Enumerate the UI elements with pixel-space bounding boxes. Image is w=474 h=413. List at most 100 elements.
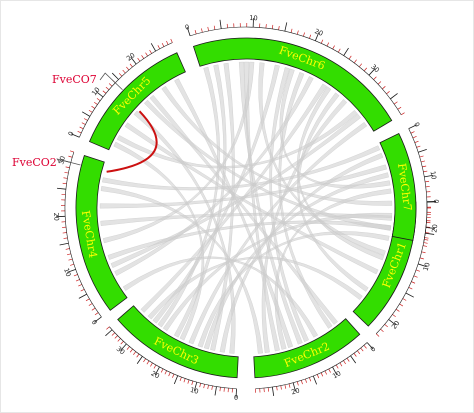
tick-label: 0 — [184, 23, 190, 32]
minor-tick — [68, 155, 73, 158]
background-link — [219, 152, 384, 353]
minor-tick — [105, 86, 110, 91]
minor-tick — [62, 182, 67, 185]
minor-tick — [68, 258, 73, 261]
tick-label: 10 — [331, 369, 342, 380]
chromosome-band — [88, 52, 186, 151]
minor-tick — [421, 251, 426, 254]
major-tick — [81, 111, 91, 117]
minor-tick — [117, 338, 121, 342]
major-tick — [332, 366, 338, 376]
minor-tick — [66, 253, 71, 256]
gene-fveco2: FveCO2 — [12, 156, 81, 169]
chromosome-band — [117, 305, 239, 379]
minor-tick — [102, 90, 107, 94]
minor-tick — [65, 166, 70, 169]
minor-tick — [133, 351, 137, 355]
background-link — [244, 61, 280, 352]
minor-tick — [271, 24, 274, 29]
minor-tick — [79, 126, 84, 130]
minor-tick — [183, 378, 186, 383]
minor-tick — [309, 377, 312, 382]
tick-baseline — [109, 326, 237, 390]
minor-tick — [399, 303, 404, 307]
minor-tick — [411, 281, 416, 284]
minor-tick — [91, 105, 96, 109]
minor-tick — [397, 106, 402, 110]
chromosome-band — [192, 37, 393, 132]
minor-tick — [382, 86, 386, 90]
minor-tick — [207, 385, 209, 390]
major-tick — [314, 32, 320, 41]
minor-tick — [141, 55, 145, 59]
minor-tick — [129, 348, 133, 353]
gene-pointer — [56, 158, 81, 166]
background-link — [102, 145, 381, 191]
minor-tick — [413, 275, 418, 278]
major-tick — [105, 329, 113, 337]
minor-tick — [423, 170, 428, 173]
minor-tick — [375, 333, 380, 337]
minor-tick — [111, 332, 116, 336]
minor-tick — [88, 109, 93, 113]
minor-tick — [337, 48, 341, 53]
minor-tick — [94, 312, 99, 316]
minor-tick — [377, 81, 382, 85]
minor-tick — [360, 347, 364, 352]
major-tick — [130, 56, 137, 65]
tick-label: 20 — [390, 319, 401, 331]
minor-tick — [303, 32, 305, 37]
minor-tick — [199, 383, 202, 388]
minor-tick — [207, 26, 209, 31]
minor-tick — [118, 73, 123, 77]
minor-tick — [166, 40, 169, 45]
minor-tick — [296, 30, 299, 35]
minor-tick — [424, 239, 429, 241]
minor-tick — [85, 298, 90, 302]
minor-tick — [94, 101, 98, 105]
minor-tick — [425, 180, 430, 183]
minor-tick — [353, 59, 357, 64]
background-link — [203, 172, 389, 350]
minor-tick — [309, 34, 312, 39]
minor-tick — [425, 232, 430, 234]
background-link — [157, 66, 220, 328]
major-tick — [366, 342, 374, 350]
minor-tick — [149, 49, 152, 54]
minor-tick — [170, 38, 173, 43]
tick-label: 20 — [150, 369, 161, 380]
minor-tick — [419, 257, 424, 260]
minor-tick — [126, 66, 130, 71]
minor-tick — [187, 379, 190, 384]
minor-tick — [357, 350, 361, 355]
minor-tick — [328, 368, 331, 373]
major-tick — [120, 343, 127, 351]
minor-tick — [278, 25, 280, 31]
major-tick — [95, 91, 104, 98]
minor-tick — [114, 335, 118, 339]
background-link — [100, 185, 263, 354]
minor-tick — [414, 140, 419, 143]
major-tick — [173, 375, 179, 385]
minor-tick — [194, 30, 197, 35]
tick-baseline — [408, 128, 428, 243]
gene-annotations: FveCO7 FveCO2 — [12, 72, 123, 169]
minor-tick — [353, 353, 357, 357]
major-tick — [425, 232, 435, 235]
major-tick — [424, 174, 434, 178]
major-tick — [271, 387, 275, 397]
tick-label: 0 — [90, 318, 99, 326]
minor-tick — [335, 364, 339, 369]
minor-tick — [143, 358, 146, 363]
highlight-links — [106, 110, 158, 173]
minor-tick — [70, 263, 75, 266]
tick-label: 10 — [422, 261, 432, 271]
minor-tick — [420, 160, 426, 163]
chromosome-band — [75, 154, 128, 311]
minor-tick — [276, 386, 278, 391]
tick-label: 0 — [369, 345, 377, 354]
minor-tick — [402, 298, 407, 301]
major-tick — [150, 43, 157, 52]
